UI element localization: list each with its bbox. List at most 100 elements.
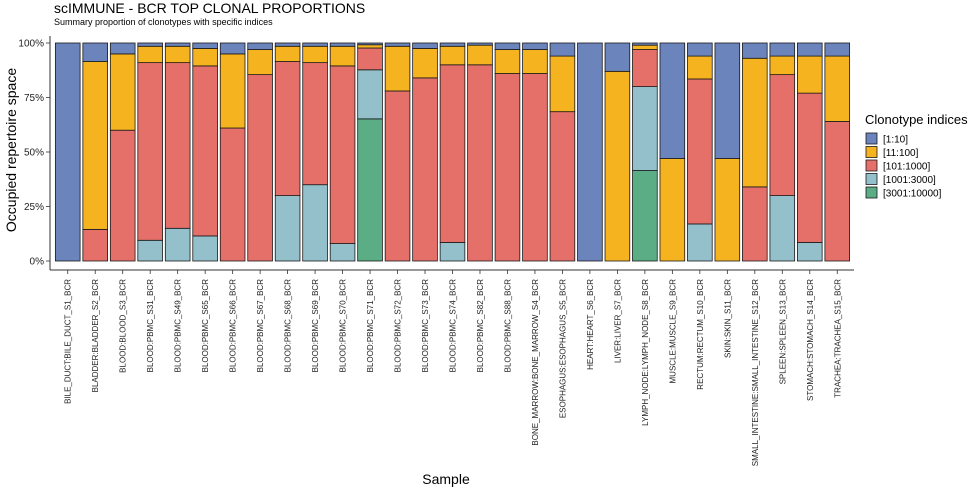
bar-segment [439, 42, 466, 47]
x-tick-label: BLOOD:PBMC_S49_BCR [174, 279, 183, 373]
bar-segment [302, 45, 328, 64]
bars-layer [54, 42, 851, 262]
bar-segment [577, 42, 603, 262]
bar-segment [742, 42, 768, 59]
bar-segment [247, 74, 273, 262]
bar-segment [714, 42, 741, 159]
bar-segment [714, 158, 741, 262]
chart-title: scIMMUNE - BCR TOP CLONAL PROPORTIONS [54, 0, 365, 16]
x-tick-label: BLOOD:PBMC_S66_BCR [229, 279, 238, 373]
bar-segment [164, 62, 191, 229]
bar-segment [797, 55, 823, 94]
bar-segment [687, 42, 713, 57]
bar-segment [467, 44, 493, 66]
y-tick-label: 25% [24, 202, 44, 213]
bar-segment [797, 92, 823, 243]
bar-segment [192, 42, 218, 49]
bar-segment [329, 42, 356, 47]
x-tick-label: BLOOD:PBMC_S72_BCR [394, 279, 403, 373]
bar-segment [247, 49, 273, 76]
bar-segment [357, 44, 383, 49]
bar-segment [274, 61, 301, 197]
bar-segment [742, 57, 768, 188]
x-tick-label: BLOOD:PBMC_S67_BCR [256, 279, 265, 373]
bar-segment [384, 45, 411, 92]
bar-segment [412, 42, 438, 49]
bar-segment [137, 62, 163, 241]
x-tick-label: MUSCLE:MUSCLE_S9_BCR [668, 279, 677, 384]
legend-swatch [865, 173, 878, 185]
bar-segment [109, 53, 136, 131]
y-tick-label: 100% [18, 39, 44, 50]
bar-segment [412, 48, 438, 79]
bar-segment [329, 45, 356, 67]
bar-segment [302, 42, 328, 47]
legend-title: Clonotype indices [865, 112, 968, 127]
y-tick-label: 0% [30, 257, 45, 268]
bar-segment [604, 42, 631, 72]
bar-segment [137, 239, 163, 262]
chart-subtitle: Summary proportion of clonotypes with sp… [54, 17, 273, 27]
bar-segment [522, 42, 548, 50]
bar-segment [109, 42, 136, 55]
x-tick-label: BLOOD:PBMC_S65_BCR [201, 279, 210, 373]
bar-segment [82, 228, 108, 262]
bar-segment [522, 49, 548, 74]
bar-segment [219, 127, 246, 262]
bar-segment [357, 69, 383, 120]
bar-segment [687, 78, 713, 225]
bar-segment [742, 186, 768, 262]
bar-segment [769, 55, 796, 76]
bar-segment [302, 62, 328, 186]
y-tick-label: 50% [24, 148, 44, 159]
bar-segment [164, 227, 191, 262]
bar-segment [824, 55, 851, 122]
x-tick-label: SMALL_INTESTINE:SMALL_INTESTINE_S12_BCR [751, 279, 760, 466]
bar-segment [632, 44, 658, 50]
x-tick-label: BONE_MARROW:BONE_MARROW_S4_BCR [531, 279, 540, 446]
bar-segment [384, 90, 411, 262]
bar-segment [384, 42, 411, 47]
x-tick-label: SPLEEN:SPLEEN_S13_BCR [778, 279, 787, 385]
bar-segment [329, 243, 356, 262]
bar-segment [274, 195, 301, 262]
bar-segment [439, 64, 466, 243]
bar-segment [302, 184, 328, 262]
bar-segment [412, 77, 438, 262]
bar-segment [164, 45, 191, 64]
bar-segment [137, 45, 163, 64]
bar-segment [219, 42, 246, 55]
bar-segment [192, 65, 218, 237]
bar-segment [494, 49, 521, 74]
bar-segment [659, 158, 686, 262]
bar-segment [604, 70, 631, 262]
bar-segment [549, 55, 576, 113]
legend: Clonotype indices [1:10] [11:100] [101:100… [865, 112, 968, 200]
bar-segment [329, 65, 356, 244]
x-tick-label: BLOOD:PBMC_S73_BCR [421, 279, 430, 373]
bar-segment [549, 42, 576, 57]
y-tick-label: 75% [24, 93, 44, 104]
x-tick-label: HEART:HEART_S6_BCR [586, 279, 595, 370]
bar-segment [192, 48, 218, 67]
bar-segment [687, 223, 713, 262]
x-tick-label: LIVER:LIVER_S7_BCR [613, 279, 622, 363]
x-tick-label: BLOOD:BLOOD_S3_BCR [119, 279, 128, 373]
bar-segment [109, 129, 136, 262]
bar-segment [467, 42, 493, 46]
bar-segment [247, 42, 273, 50]
bar-segment [82, 61, 108, 230]
bar-segment [219, 53, 246, 129]
x-tick-label: STOMACH:STOMACH_S14_BCR [806, 279, 815, 401]
legend-label: [101:1000] [883, 162, 930, 173]
x-tick-label: TRACHEA:TRACHEA_S15_BCR [833, 279, 842, 398]
axes-layer: BILE_DUCT:BILE_DUCT_S1_BCR BLADDER:BLADDE… [18, 36, 854, 466]
bar-segment [549, 111, 576, 262]
bar-segment [494, 42, 521, 50]
legend-label: [11:100] [883, 148, 919, 159]
legend-label: [1001:3000] [883, 175, 936, 186]
bar-segment [357, 42, 383, 46]
legend-swatch [865, 132, 878, 145]
bar-segment [439, 45, 466, 66]
x-tick-label: BLOOD:PBMC_S82_BCR [476, 279, 485, 373]
